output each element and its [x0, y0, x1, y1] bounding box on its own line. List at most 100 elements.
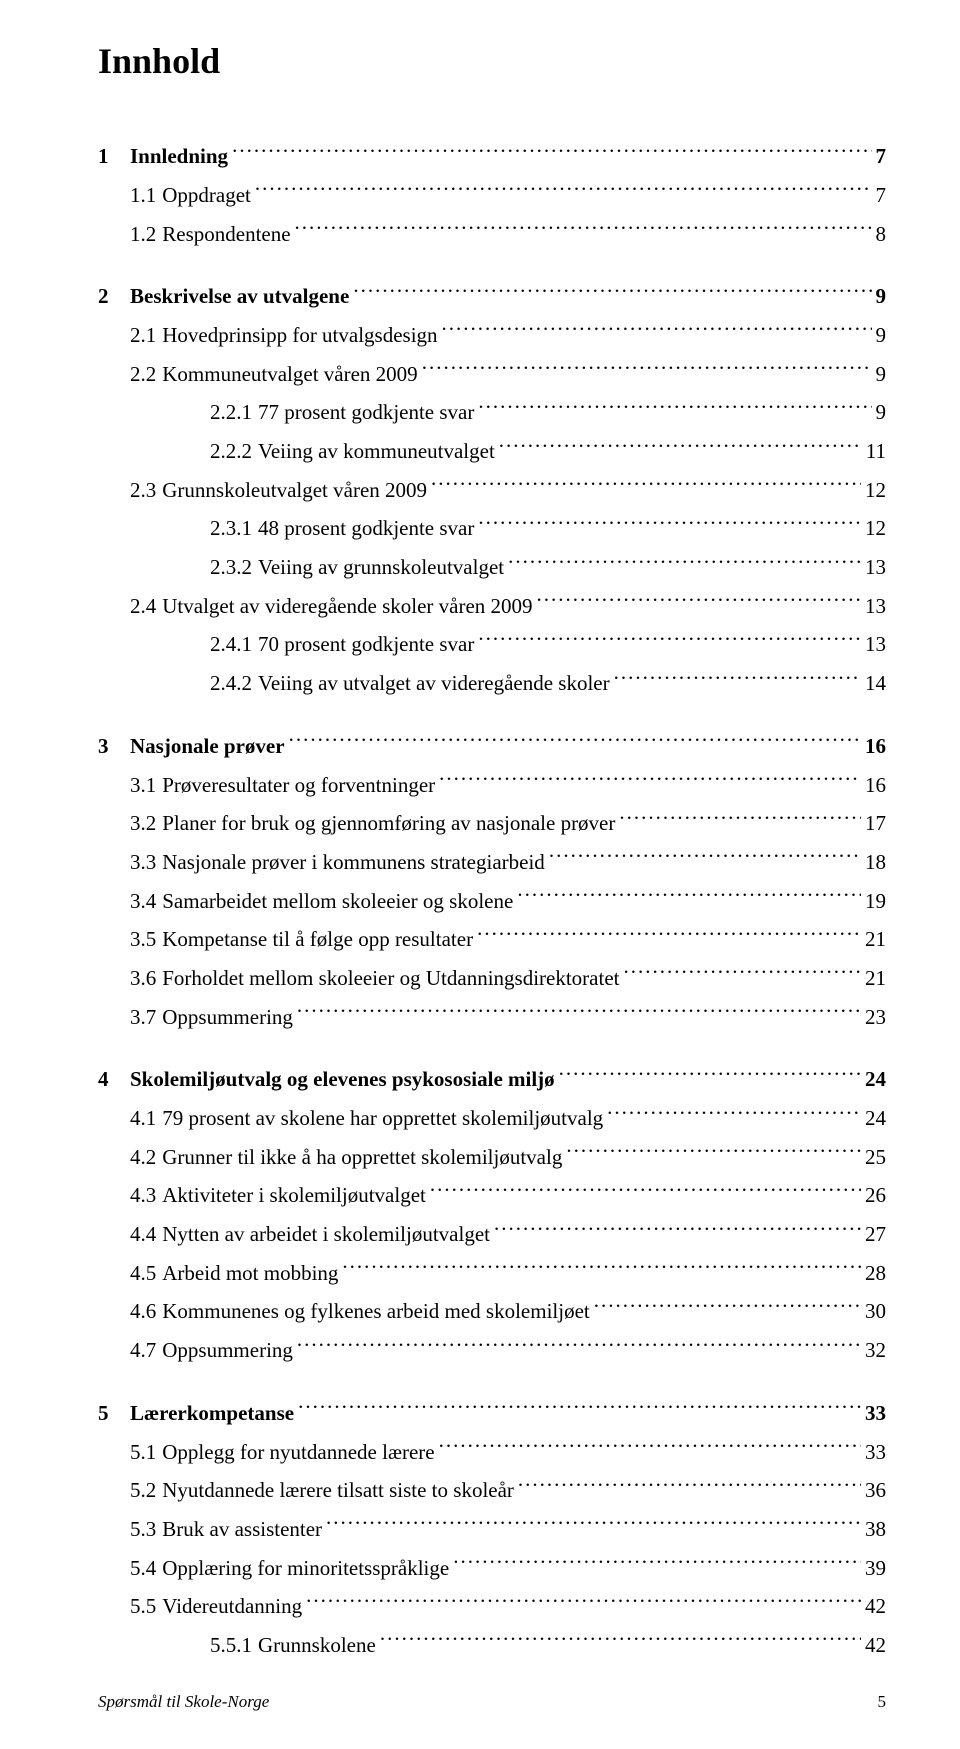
toc-entry: 2.3 Grunnskoleutvalget våren 2009 12 [98, 472, 886, 507]
toc-entry-label: Grunner til ikke å ha opprettet skolemil… [156, 1142, 562, 1174]
toc-entry: 4.7 Oppsummering 32 [98, 1332, 886, 1367]
toc-entry: 1 Innledning 7 [98, 138, 886, 173]
toc-entry: 4.5 Arbeid mot mobbing 28 [98, 1255, 886, 1290]
toc-entry-label: Innledning [130, 141, 228, 173]
footer-page-number: 5 [878, 1689, 887, 1715]
toc-leader [566, 1139, 861, 1164]
toc-entry: 3.1 Prøveresultater og forventninger 16 [98, 766, 886, 801]
toc-entry-number: 4.2 [130, 1142, 156, 1174]
toc-entry-number: 4.4 [130, 1219, 156, 1251]
toc-entry-page: 42 [865, 1630, 886, 1662]
toc-entry-number: 1.2 [130, 219, 156, 251]
toc-leader [255, 177, 872, 202]
toc-entry-number: 5 [98, 1398, 130, 1430]
toc-leader [430, 1177, 861, 1202]
toc-leader [295, 215, 872, 240]
toc-entry-label: Lærerkompetanse [130, 1398, 294, 1430]
toc-entry-label: Opplæring for minoritetsspråklige [156, 1553, 449, 1585]
toc-entry-number: 2.4 [130, 591, 156, 623]
toc-entry-label: 48 prosent godkjente svar [252, 513, 474, 545]
toc-entry: 2.2.1 77 prosent godkjente svar 9 [98, 394, 886, 429]
toc-entry-label: Kommunenes og fylkenes arbeid med skolem… [156, 1296, 590, 1328]
toc-entry: 4.4 Nytten av arbeidet i skolemiljøutval… [98, 1216, 886, 1251]
toc-entry-label: 77 prosent godkjente svar [252, 397, 474, 429]
toc-entry-page: 42 [865, 1591, 886, 1623]
toc-entry-page: 13 [865, 552, 886, 584]
toc-entry-label: Veiing av utvalget av videregående skole… [252, 668, 610, 700]
toc-entry-number: 4.5 [130, 1258, 156, 1290]
toc-entry-page: 9 [876, 397, 887, 429]
toc-entry-label: Nyutdannede lærere tilsatt siste to skol… [156, 1475, 514, 1507]
toc-entry-number: 3.6 [130, 963, 156, 995]
toc-leader [442, 317, 872, 342]
toc-entry-page: 33 [865, 1437, 886, 1469]
toc-entry-page: 7 [876, 180, 887, 212]
toc-entry-number: 2.4.2 [210, 668, 252, 700]
toc-entry: 2.3.1 48 prosent godkjente svar 12 [98, 510, 886, 545]
toc-entry-page: 12 [865, 475, 886, 507]
toc-entry: 5.1 Opplegg for nyutdannede lærere 33 [98, 1433, 886, 1468]
toc-leader [559, 1061, 861, 1086]
toc-leader [326, 1511, 861, 1536]
toc-entry-page: 23 [865, 1002, 886, 1034]
toc-leader [478, 510, 861, 535]
toc-leader [607, 1100, 861, 1125]
table-of-contents: 1 Innledning 71.1 Oppdraget 71.2 Respond… [98, 138, 886, 1661]
toc-entry-page: 9 [876, 320, 887, 352]
toc-entry: 3.2 Planer for bruk og gjennomføring av … [98, 805, 886, 840]
toc-entry-page: 9 [876, 359, 887, 391]
toc-entry: 5.3 Bruk av assistenter 38 [98, 1511, 886, 1546]
toc-section: 4 Skolemiljøutvalg og elevenes psykososi… [98, 1061, 886, 1367]
toc-entry-number: 5.4 [130, 1553, 156, 1585]
toc-entry: 2.4.2 Veiing av utvalget av videregående… [98, 665, 886, 700]
toc-entry-page: 36 [865, 1475, 886, 1507]
toc-entry-number: 3.7 [130, 1002, 156, 1034]
toc-entry: 2.1 Hovedprinsipp for utvalgsdesign 9 [98, 317, 886, 352]
toc-entry: 2.2 Kommuneutvalget våren 2009 9 [98, 355, 886, 390]
toc-leader [289, 728, 861, 753]
toc-entry-page: 33 [865, 1398, 886, 1430]
toc-entry-number: 2.2.2 [210, 436, 252, 468]
toc-entry: 4.6 Kommunenes og fylkenes arbeid med sk… [98, 1293, 886, 1328]
toc-leader [508, 549, 861, 574]
toc-entry-number: 3 [98, 731, 130, 763]
toc-entry-number: 2.4.1 [210, 629, 252, 661]
toc-entry-label: Opplegg for nyutdannede lærere [156, 1437, 434, 1469]
toc-entry-number: 4.1 [130, 1103, 156, 1135]
toc-entry-label: 79 prosent av skolene har opprettet skol… [156, 1103, 603, 1135]
toc-leader [477, 921, 861, 946]
toc-section: 3 Nasjonale prøver 163.1 Prøveresultater… [98, 728, 886, 1034]
toc-entry-number: 5.3 [130, 1514, 156, 1546]
toc-entry-page: 28 [865, 1258, 886, 1290]
toc-entry-number: 2.2 [130, 359, 156, 391]
toc-leader [306, 1588, 861, 1613]
toc-entry: 2.4 Utvalget av videregående skoler våre… [98, 588, 886, 623]
toc-entry-number: 5.5 [130, 1591, 156, 1623]
toc-entry-label: Skolemiljøutvalg og elevenes psykososial… [130, 1064, 555, 1096]
page-footer: Spørsmål til Skole-Norge 5 [98, 1689, 886, 1715]
toc-entry-label: Utvalget av videregående skoler våren 20… [156, 591, 532, 623]
toc-entry: 3.6 Forholdet mellom skoleeier og Utdann… [98, 960, 886, 995]
toc-entry-page: 19 [865, 886, 886, 918]
toc-leader [478, 394, 871, 419]
toc-entry-page: 13 [865, 591, 886, 623]
toc-entry-label: 70 prosent godkjente svar [252, 629, 474, 661]
toc-entry: 2.4.1 70 prosent godkjente svar 13 [98, 626, 886, 661]
toc-entry: 2 Beskrivelse av utvalgene 9 [98, 278, 886, 313]
toc-entry: 2.2.2 Veiing av kommuneutvalget 11 [98, 433, 886, 468]
toc-entry-page: 26 [865, 1180, 886, 1212]
toc-entry-page: 8 [876, 219, 887, 251]
footer-left: Spørsmål til Skole-Norge [98, 1689, 269, 1715]
toc-entry-number: 1 [98, 141, 130, 173]
toc-leader [297, 1332, 861, 1357]
toc-leader [619, 805, 861, 830]
toc-entry-page: 18 [865, 847, 886, 879]
toc-entry-label: Nasjonale prøver [130, 731, 285, 763]
toc-entry-label: Kommuneutvalget våren 2009 [156, 359, 417, 391]
page-title: Innhold [98, 34, 886, 88]
toc-entry: 5.5 Videreutdanning 42 [98, 1588, 886, 1623]
toc-entry-label: Planer for bruk og gjennomføring av nasj… [156, 808, 615, 840]
toc-leader [517, 882, 861, 907]
toc-leader [422, 355, 872, 380]
toc-entry-label: Kompetanse til å følge opp resultater [156, 924, 473, 956]
